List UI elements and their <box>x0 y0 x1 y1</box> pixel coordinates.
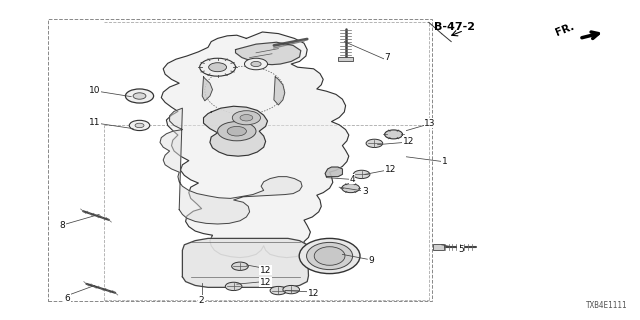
Circle shape <box>227 126 246 136</box>
Circle shape <box>225 282 242 291</box>
Polygon shape <box>160 108 302 224</box>
Polygon shape <box>325 167 342 177</box>
Text: 13: 13 <box>424 119 436 128</box>
Text: 12: 12 <box>308 289 319 298</box>
Text: 12: 12 <box>260 266 271 275</box>
Text: 7: 7 <box>385 53 390 62</box>
Text: 4: 4 <box>349 175 355 184</box>
Circle shape <box>129 120 150 131</box>
Polygon shape <box>236 42 301 65</box>
Text: 12: 12 <box>385 165 396 174</box>
Circle shape <box>244 58 268 70</box>
Text: 1: 1 <box>442 157 447 166</box>
Bar <box>338 57 353 61</box>
Text: 12: 12 <box>403 137 414 146</box>
Text: 2: 2 <box>199 296 204 305</box>
Circle shape <box>209 63 227 72</box>
Circle shape <box>135 123 144 128</box>
Text: 5: 5 <box>458 245 463 254</box>
Circle shape <box>270 286 287 295</box>
Text: B-47-2: B-47-2 <box>434 22 475 32</box>
Circle shape <box>342 184 360 193</box>
Polygon shape <box>182 238 308 287</box>
Circle shape <box>251 61 261 67</box>
Circle shape <box>353 170 370 179</box>
Circle shape <box>125 89 154 103</box>
Circle shape <box>232 111 260 125</box>
Bar <box>48 19 432 301</box>
Text: 10: 10 <box>89 86 100 95</box>
Text: 11: 11 <box>89 118 100 127</box>
Circle shape <box>240 115 253 121</box>
Circle shape <box>385 130 403 139</box>
Text: FR.: FR. <box>554 21 576 37</box>
Circle shape <box>200 58 236 76</box>
Text: 8: 8 <box>60 221 65 230</box>
Ellipse shape <box>314 247 345 265</box>
Text: 12: 12 <box>260 278 271 287</box>
Ellipse shape <box>300 238 360 274</box>
Polygon shape <box>202 77 212 101</box>
Polygon shape <box>204 106 268 156</box>
Text: TXB4E1111: TXB4E1111 <box>586 301 627 310</box>
Text: 6: 6 <box>65 294 70 303</box>
Polygon shape <box>161 32 349 258</box>
Polygon shape <box>274 77 285 105</box>
Ellipse shape <box>307 243 353 269</box>
Circle shape <box>133 93 146 99</box>
Text: 3: 3 <box>362 188 367 196</box>
Circle shape <box>218 122 256 141</box>
Text: 9: 9 <box>369 256 374 265</box>
Circle shape <box>366 139 383 148</box>
Circle shape <box>283 285 300 294</box>
Bar <box>433 244 444 250</box>
Circle shape <box>232 262 248 270</box>
